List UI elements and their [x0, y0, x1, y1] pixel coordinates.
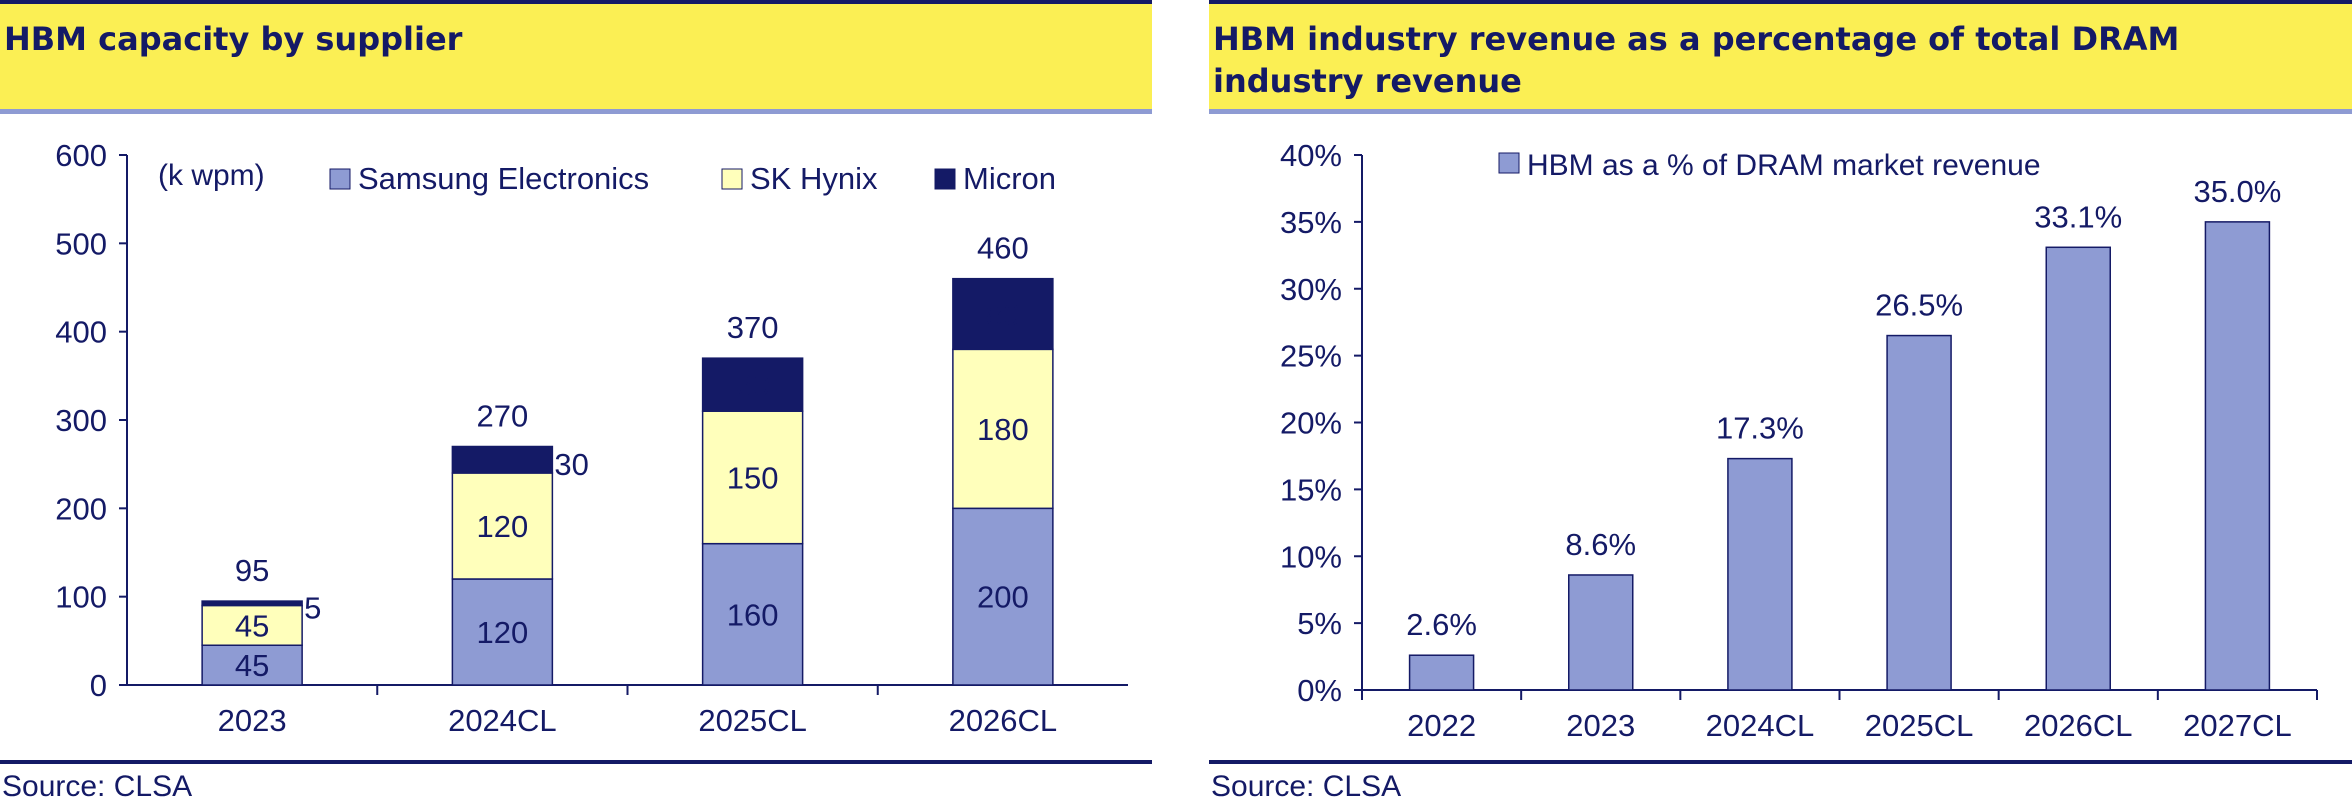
x-tick-label: 2025CL	[698, 703, 807, 738]
bar-segment	[701, 357, 804, 412]
x-tick-label: 2024CL	[448, 703, 557, 738]
legend-swatch	[1498, 152, 1520, 174]
y-tick-label: 200	[55, 491, 107, 526]
x-tick-label: 2026CL	[2024, 708, 2133, 743]
bar-segment	[201, 604, 303, 646]
bar-value-label: 200	[977, 580, 1029, 615]
right-header-rule	[1209, 109, 2352, 114]
x-tick-label: 2026CL	[949, 703, 1058, 738]
y-tick-label: 30%	[1280, 272, 1342, 307]
x-tick-label: 2023	[1566, 708, 1635, 743]
left-source-rule	[0, 760, 1152, 764]
left-source-note: Source: CLSA	[2, 770, 193, 803]
bar-segment	[451, 578, 554, 686]
bar-value-label: 150	[727, 460, 779, 495]
hbm-revenue-share-chart: 0% 5% 10% 15% 20% 25% 30% 35% 40% HBM as a % of D…	[1280, 138, 2318, 743]
bar-value-label: 120	[477, 509, 529, 544]
right-chart-title: HBM industry revenue as a percentage of …	[1213, 20, 2180, 100]
y-tick-label: 0%	[1297, 673, 1342, 708]
bar-value-label: 8.6%	[1565, 527, 1636, 562]
y-tick-label: 300	[55, 403, 107, 438]
bar-total-label: 460	[977, 231, 1029, 266]
bar	[1886, 334, 1952, 691]
right-source-note: Source: CLSA	[1211, 770, 1402, 803]
legend-swatch	[721, 168, 743, 190]
left-chart-title: HBM capacity by supplier	[4, 20, 463, 58]
y-tick-label: 25%	[1280, 339, 1342, 374]
y-tick-label: 40%	[1280, 138, 1342, 173]
left-header-rule	[0, 109, 1152, 114]
bar-segment	[451, 472, 554, 580]
y-tick-label: 15%	[1280, 472, 1342, 507]
bar-segment	[451, 445, 554, 474]
hbm-capacity-chart: 0 100 200 300 400 500 600 (k wpm) Samsung Electr…	[55, 138, 1128, 738]
right-chart-header: HBM industry revenue as a percentage of …	[1209, 0, 2352, 113]
bar-segment	[701, 542, 804, 686]
y-tick-label: 400	[55, 315, 107, 350]
y-tick-label: 0	[90, 668, 107, 703]
y-tick-label: 20%	[1280, 406, 1342, 441]
bar-value-label: 45	[235, 608, 269, 643]
bar-value-label: 17.3%	[1716, 411, 1804, 446]
bar-segment	[701, 410, 804, 545]
legend-swatch	[934, 168, 956, 190]
bar-segment	[952, 277, 1054, 351]
right-chart-panel: HBM industry revenue as a percentage of …	[1209, 0, 2352, 810]
x-tick-label: 2027CL	[2183, 708, 2292, 743]
bar-value-label: 60	[735, 368, 769, 403]
legend-label: HBM as a % of DRAM market revenue	[1527, 149, 2041, 182]
y-tick-label: 5%	[1297, 606, 1342, 641]
right-source-rule	[1209, 760, 2352, 764]
bar-value-label: 45	[235, 648, 269, 683]
bar	[1408, 654, 1475, 691]
legend-label: SK Hynix	[750, 161, 878, 196]
bar-value-label: 120	[477, 615, 529, 650]
left-chart-panel: HBM capacity by supplier 0 100 200 300 400 50…	[0, 0, 1152, 810]
left-chart-header: HBM capacity by supplier	[0, 0, 1152, 113]
bar-value-label: 160	[727, 597, 779, 632]
x-tick-label: 2022	[1407, 708, 1476, 743]
y-tick-label: 10%	[1280, 539, 1342, 574]
bar-total-label: 95	[235, 553, 269, 588]
bar-total-label: 270	[477, 399, 529, 434]
bar-segment	[952, 348, 1054, 510]
bar-value-label: 30	[554, 447, 588, 482]
bar-value-label: 33.1%	[2034, 199, 2122, 234]
bar-segment	[201, 600, 303, 607]
bar-value-label: 80	[986, 297, 1020, 332]
bar	[1568, 574, 1634, 691]
legend-label: Micron	[963, 161, 1056, 196]
unit-label: (k wpm)	[158, 159, 265, 192]
bar-value-label: 5	[304, 590, 321, 625]
bar	[2045, 246, 2111, 691]
bar-segment	[201, 644, 303, 686]
legend-swatch	[329, 168, 351, 190]
bar-segment	[952, 507, 1054, 686]
y-tick-label: 500	[55, 226, 107, 261]
y-tick-label: 600	[55, 138, 107, 173]
bar-total-label: 370	[727, 310, 779, 345]
legend-label: Samsung Electronics	[358, 161, 649, 196]
x-tick-label: 2025CL	[1865, 708, 1974, 743]
y-tick-label: 35%	[1280, 205, 1342, 240]
bar	[2204, 221, 2271, 691]
bar-value-label: 35.0%	[2193, 174, 2281, 209]
x-tick-label: 2024CL	[1706, 708, 1815, 743]
bar-value-label: 180	[977, 412, 1029, 447]
bar-value-label: 26.5%	[1875, 288, 1963, 323]
x-tick-label: 2023	[218, 703, 287, 738]
bar-value-label: 2.6%	[1406, 607, 1477, 642]
bar	[1727, 457, 1793, 691]
y-tick-label: 100	[55, 580, 107, 615]
